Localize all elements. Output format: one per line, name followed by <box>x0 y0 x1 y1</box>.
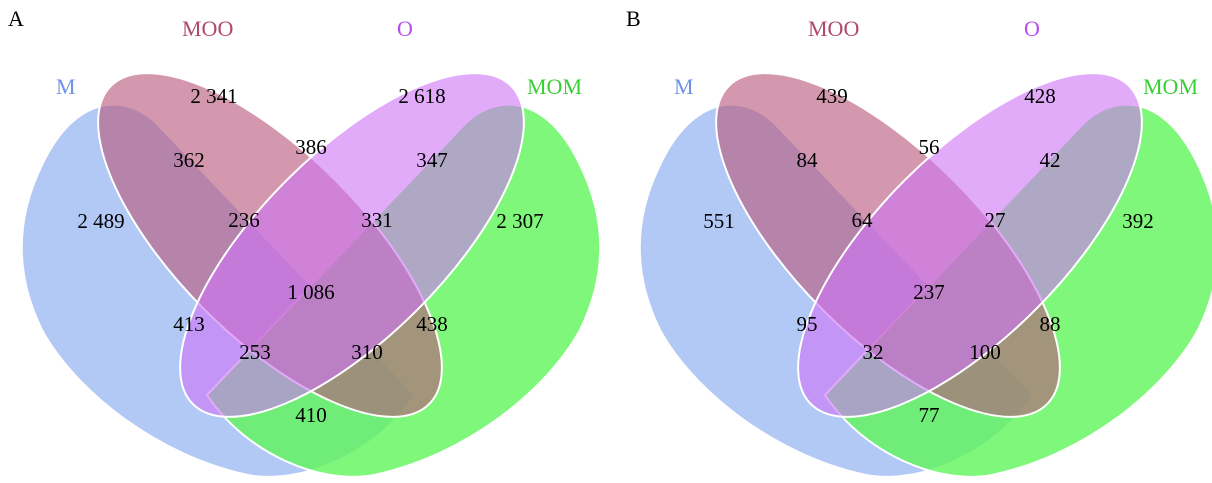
set-ellipse-o <box>797 72 1143 418</box>
region-count-m: 551 <box>703 209 735 233</box>
region-count-o-mom: 347 <box>416 148 448 172</box>
set-label-o: O <box>397 16 413 41</box>
venn-diagram <box>20 72 602 478</box>
panel-b: B MOO O M MOM 551 439 428 392 84 56 42 9… <box>626 6 1212 478</box>
region-count-moo: 439 <box>816 84 848 108</box>
region-count-m-mom: 410 <box>295 403 327 427</box>
region-count-m-o-mom: 253 <box>239 340 271 364</box>
region-count-m-moo-mom: 100 <box>969 340 1001 364</box>
region-count-mom: 2 307 <box>496 209 543 233</box>
region-count-m-moo-o-mom: 237 <box>913 280 945 304</box>
region-count-m-moo: 362 <box>173 148 205 172</box>
region-count-moo: 2 341 <box>190 84 237 108</box>
region-count-m: 2 489 <box>77 209 124 233</box>
region-count-moo-mom: 88 <box>1040 312 1061 336</box>
region-count-m-moo: 84 <box>797 148 819 172</box>
region-count-m-o-mom: 32 <box>863 340 884 364</box>
region-count-m-moo-o: 236 <box>228 208 260 232</box>
panel-letter: A <box>8 6 24 31</box>
region-count-moo-o: 56 <box>919 135 940 159</box>
set-label-m: M <box>56 74 76 99</box>
region-count-m-o: 95 <box>797 312 818 336</box>
region-count-o-mom: 42 <box>1040 148 1061 172</box>
region-count-o: 2 618 <box>398 84 445 108</box>
region-count-moo-o: 386 <box>295 135 327 159</box>
region-count-m-mom: 77 <box>919 403 940 427</box>
region-count-o: 428 <box>1024 84 1056 108</box>
set-label-moo: MOO <box>808 16 859 41</box>
region-count-moo-o-mom: 27 <box>985 208 1006 232</box>
set-label-o: O <box>1024 16 1040 41</box>
set-label-mom: MOM <box>1143 74 1198 99</box>
set-ellipse-o <box>179 72 525 418</box>
region-count-moo-mom: 438 <box>416 312 448 336</box>
region-count-mom: 392 <box>1122 209 1154 233</box>
region-count-m-o: 413 <box>173 312 205 336</box>
region-count-moo-o-mom: 331 <box>361 208 393 232</box>
set-label-moo: MOO <box>182 16 233 41</box>
set-label-mom: MOM <box>527 74 582 99</box>
set-label-m: M <box>674 74 694 99</box>
region-count-m-moo-mom: 310 <box>351 340 383 364</box>
region-count-m-moo-o: 64 <box>852 208 874 232</box>
panel-a: A MOO O M MOM 2 489 2 341 2 618 2 307 36… <box>8 6 602 478</box>
panel-letter: B <box>626 6 641 31</box>
venn-diagram <box>638 72 1212 478</box>
region-count-m-moo-o-mom: 1 086 <box>287 280 334 304</box>
